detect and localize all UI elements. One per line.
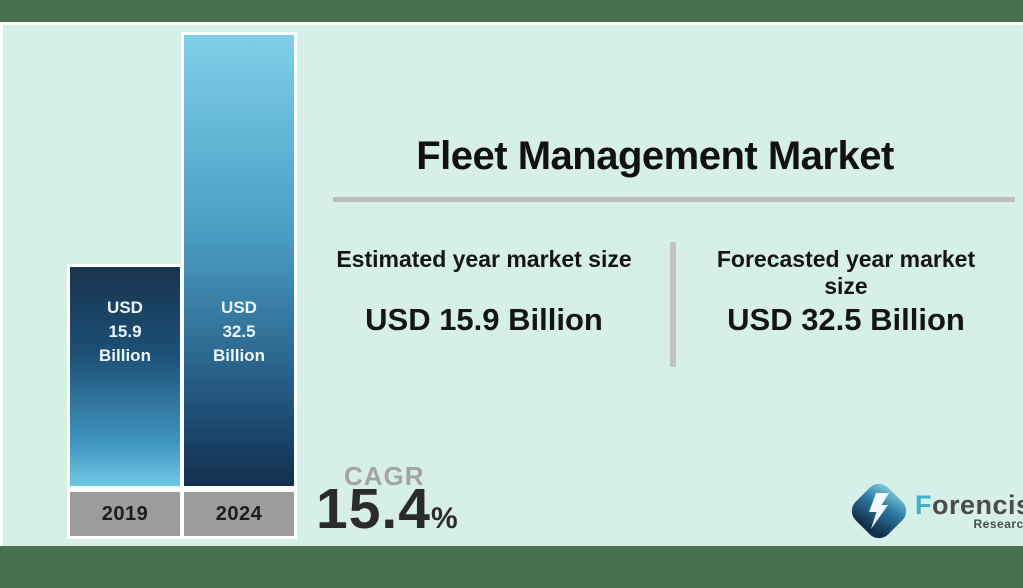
- brand-rest: orencis: [932, 489, 1023, 520]
- brand-subtitle: Research: [973, 516, 1023, 531]
- cagr-number: 15.4: [316, 477, 431, 541]
- title-underline: [333, 197, 1015, 202]
- estimated-size-value: USD 15.9 Billion: [365, 302, 603, 337]
- logo-text: Forencis Research: [915, 489, 1023, 531]
- x-axis-label-2019: 2019: [67, 489, 183, 539]
- bar-2024-line-unit: Billion: [213, 346, 265, 365]
- bar-2024-line-usd: USD: [221, 298, 257, 317]
- estimated-size-label: Estimated year market size: [336, 246, 632, 272]
- bar-2019-line-usd: USD: [107, 298, 143, 317]
- cagr-percent-sign: %: [430, 502, 458, 535]
- bar-2019-line-amount: 15.9: [108, 322, 142, 341]
- logo-diamond-icon: [851, 483, 907, 539]
- stats-divider: [670, 242, 676, 367]
- brand-initial: F: [915, 489, 932, 520]
- forecasted-size-value: USD 32.5 Billion: [727, 302, 965, 337]
- brand-name: Forencis: [915, 489, 1023, 520]
- page-title: Fleet Management Market: [416, 134, 894, 178]
- bar-2024-value-label: USD 32.5 Billion: [181, 296, 297, 368]
- bar-2019-line-unit: Billion: [99, 346, 151, 365]
- bar-2024-line-amount: 32.5: [222, 322, 256, 341]
- cagr-value: 15.4%: [316, 481, 458, 538]
- forecasted-size-label: Forecasted year market size: [716, 246, 976, 299]
- bottom-border-band: [0, 546, 1023, 588]
- top-border-band: [0, 0, 1023, 22]
- bar-2019: [67, 264, 183, 489]
- bar-2024: [181, 32, 297, 489]
- cagr-label: CAGR: [344, 461, 425, 491]
- bar-2019-value-label: USD 15.9 Billion: [67, 296, 183, 368]
- forencis-logo: Forencis Research: [845, 477, 1023, 545]
- x-axis-label-2024: 2024: [181, 489, 297, 539]
